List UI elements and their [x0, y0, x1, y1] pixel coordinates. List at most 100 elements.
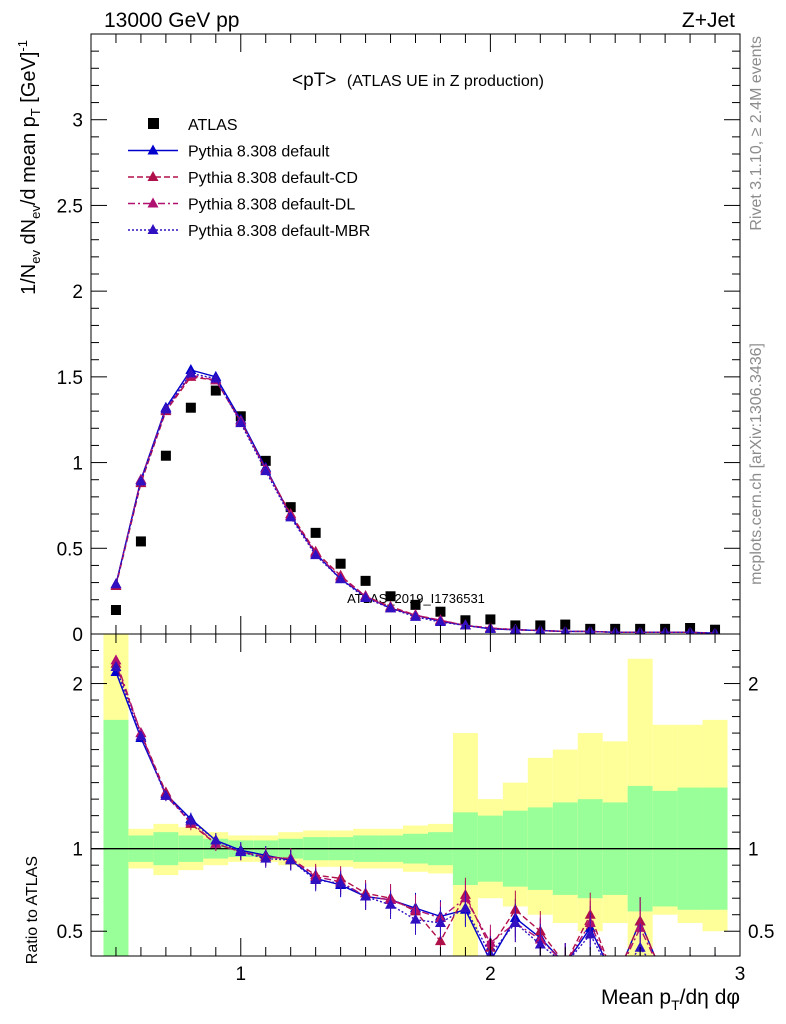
main-ytick-label: 2.5 [57, 196, 83, 217]
legend-marker-cd [147, 171, 159, 181]
ratio-series-marker-mbr [584, 928, 596, 939]
main-series-marker-mbr [410, 610, 421, 621]
ratio-series-marker-mbr [660, 975, 671, 985]
legend-marker-atlas [148, 118, 159, 129]
ratio-series-marker-mbr [610, 975, 621, 985]
main-series-marker-mbr [185, 367, 197, 378]
plot-title: <pT> (ATLAS UE in Z production) [292, 70, 544, 91]
main-series-marker-mbr [434, 616, 446, 626]
ratio-ytick-label: 1 [72, 840, 83, 861]
ratio-series-marker-mbr [385, 898, 397, 909]
ratio-series-marker-default [610, 975, 621, 985]
ratio-series-marker-mbr [410, 913, 421, 924]
plot-title-sub: (ATLAS UE in Z production) [347, 73, 544, 90]
main-y-axis: 0 0.5 1 1.5 2 2.5 3 [57, 50, 740, 646]
ratio-series-marker-dl [660, 975, 671, 985]
main-ytick-label: 2 [72, 282, 83, 303]
ratio-series-marker-mbr [310, 874, 322, 885]
atlas-data-point [160, 450, 171, 461]
ratio-series-marker-mbr [135, 730, 147, 741]
atlas-data-point [185, 402, 196, 413]
main-series-marker-mbr [335, 573, 347, 584]
main-series-marker-mbr [110, 578, 122, 589]
ratio-series-marker-cd [610, 975, 621, 985]
ratio-series-marker-default [660, 975, 671, 985]
atlas-data-point [385, 591, 396, 602]
atlas-data-point [435, 606, 446, 617]
ratio-series-marker-cd [660, 975, 671, 985]
main-series-marker-mbr [360, 592, 372, 602]
ratio-x-axis: 1 2 3 [115, 634, 746, 985]
main-series-marker-mbr [459, 619, 471, 630]
ratio-series-marker-mbr [710, 975, 721, 985]
atlas-data-point [110, 605, 121, 615]
ratio-band-inner [103, 719, 129, 956]
ratio-series-marker-dl [110, 654, 122, 665]
ratio-series-marker-mbr [260, 852, 272, 863]
main-series-marker-mbr [285, 511, 297, 522]
ratio-series-marker-default [560, 958, 571, 968]
ratio-series-marker-cd [560, 958, 571, 968]
main-y-axis-label: 1/Nev dNev/d mean pT [GeV]-1 [15, 40, 43, 295]
atlas-data-point [210, 385, 221, 396]
atlas-data-point [560, 619, 571, 630]
ratio-series-marker-mbr [634, 941, 646, 952]
ratio-ytick-label: 2 [72, 675, 83, 696]
ratio-series-marker-cd [434, 935, 446, 946]
ratio-ytick-label-right: 2 [748, 675, 759, 696]
ratio-series-marker-dl [685, 975, 696, 985]
ratio-series-marker-mbr [160, 789, 172, 800]
ratio-series-marker-default [710, 975, 721, 985]
legend-marker-dl [147, 197, 159, 208]
ratio-series-marker-default [685, 975, 696, 985]
atlas-data-point [285, 502, 296, 513]
ratio-series-marker-mbr [335, 877, 347, 888]
side-text-rivet: Rivet 3.1.10, ≥ 2.4M events [748, 36, 765, 231]
ratio-xtick-label: 3 [735, 964, 746, 985]
atlas-data-point [310, 527, 321, 538]
ratio-series-marker-dl [710, 975, 721, 985]
ratio-xtick-label: 2 [485, 964, 496, 985]
ratio-series-marker-mbr [685, 975, 696, 985]
main-ytick-label: 0.5 [57, 539, 83, 560]
atlas-data-point [410, 599, 421, 610]
legend-label: Pythia 8.308 default-MBR [188, 223, 370, 240]
ratio-ytick-label-right: 1 [748, 840, 759, 861]
header-process: Z+Jet [682, 9, 735, 32]
main-series-marker-mbr [260, 465, 272, 476]
ratio-series-marker-mbr [285, 854, 297, 865]
main-series-marker-mbr [235, 417, 247, 428]
ratio-series-marker-mbr [534, 938, 546, 949]
atlas-data-point [360, 575, 371, 586]
main-series-marker-mbr [310, 549, 322, 560]
ratio-series-marker-mbr [110, 661, 122, 672]
legend-label: Pythia 8.308 default [188, 144, 330, 161]
ratio-series-marker-dl [610, 975, 621, 985]
atlas-data-point [335, 558, 346, 569]
side-text-mcplots: mcplots.cern.ch [arXiv:1306.3436] [748, 343, 765, 585]
legend-marker-mbr [147, 224, 159, 234]
ratio-series-marker-cd [685, 975, 696, 985]
atlas-data-point [135, 536, 146, 547]
ratio-series-marker-mbr [360, 890, 372, 901]
ratio-series-marker-mbr [235, 845, 247, 856]
ratio-series-marker-mbr [210, 834, 222, 845]
main-series-marker-mbr [210, 372, 222, 383]
main-ytick-label: 1.5 [57, 368, 83, 389]
header-energy: 13000 GeV pp [104, 9, 239, 32]
main-ytick-label: 1 [72, 454, 83, 475]
ratio-series-marker-dl [560, 958, 571, 968]
ratio-series-marker-cd [710, 975, 721, 985]
ratio-xtick-label: 1 [235, 964, 246, 985]
ratio-ytick-label-right: 0.5 [748, 922, 774, 943]
legend-marker-default [147, 144, 159, 155]
main-x-ticks [115, 34, 741, 634]
legend: ATLAS Pythia 8.308 default Pythia 8.308 de… [128, 117, 370, 240]
x-axis-label: Mean pT/dη dφ [601, 986, 740, 1013]
main-ytick-label: 3 [72, 111, 83, 132]
legend-label: Pythia 8.308 default-DL [188, 197, 355, 214]
ratio-series-marker-mbr [459, 902, 471, 913]
main-ytick-label: 0 [72, 625, 83, 646]
ratio-series-marker-mbr [185, 814, 197, 825]
